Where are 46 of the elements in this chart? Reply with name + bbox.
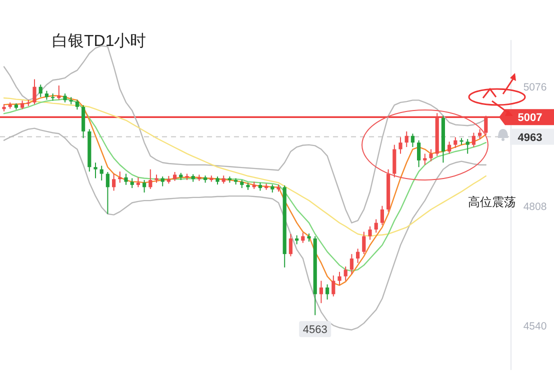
candlestick <box>410 133 414 148</box>
candlestick <box>136 176 140 188</box>
candlestick <box>338 271 342 286</box>
candlestick <box>350 254 354 275</box>
candlestick <box>160 176 164 187</box>
candlestick <box>417 140 421 168</box>
candlestick <box>448 141 452 154</box>
candlestick <box>404 130 408 148</box>
candlestick <box>332 274 336 297</box>
candlestick <box>429 148 433 162</box>
ref-line-label: 4963 <box>518 132 542 144</box>
y-tick-label: 4808 <box>523 200 547 213</box>
y-tick-label: 4540 <box>523 320 547 332</box>
candlestick <box>344 266 348 282</box>
candlestick <box>124 173 128 186</box>
candlestick <box>472 132 476 148</box>
candlestick <box>130 178 134 189</box>
candlestick <box>368 226 372 240</box>
candlestick <box>112 173 116 192</box>
candlestick <box>32 78 36 105</box>
candlestick <box>466 138 470 154</box>
candlestick <box>106 172 110 214</box>
candlestick <box>57 84 61 100</box>
candlestick <box>423 153 427 166</box>
candlestick <box>94 162 98 179</box>
ref-line-label: 5007 <box>518 112 542 124</box>
candlestick <box>100 165 104 181</box>
candlestick <box>356 248 360 264</box>
candlestick <box>319 280 323 304</box>
candlestick <box>374 218 378 234</box>
chart-title: 白银TD1小时 <box>52 32 146 50</box>
candlestick <box>478 128 482 140</box>
candlestick <box>362 231 366 255</box>
candlestick <box>142 180 146 194</box>
candlestick <box>38 84 42 98</box>
candlestick <box>398 136 402 154</box>
candlestick <box>326 284 330 300</box>
candlestick <box>380 205 384 226</box>
candlestick <box>75 99 79 110</box>
candlestick <box>288 233 292 257</box>
y-tick-label: 5076 <box>523 81 547 94</box>
annotation: 4563 <box>302 324 328 336</box>
candlestick <box>301 232 305 244</box>
annotation: 高位震荡 <box>468 195 516 209</box>
candlestick <box>148 168 152 190</box>
candlestick <box>454 136 458 148</box>
